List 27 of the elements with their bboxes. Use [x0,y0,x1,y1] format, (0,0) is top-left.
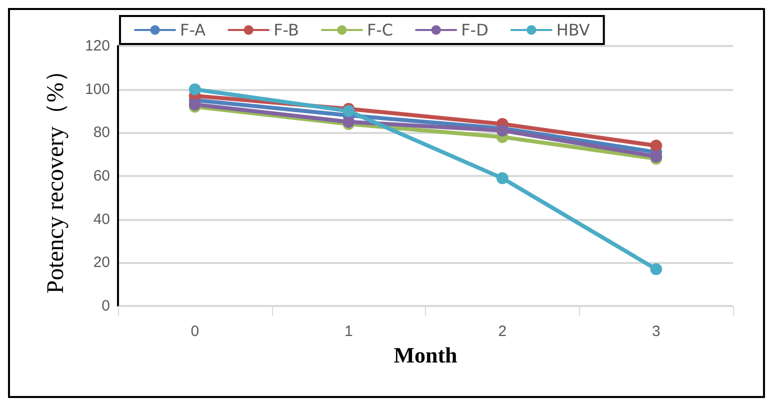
legend-label: HBV [556,20,590,40]
point [188,98,201,110]
y-tick-label: 40 [93,210,110,228]
point [650,140,662,152]
y-axis-title: Potency recovery（%） [43,58,69,294]
point [496,172,508,184]
legend-label: F-C [366,20,394,40]
point [650,263,662,276]
legend-label: F-B [274,20,299,40]
y-tick-label: 0 [102,298,110,314]
x-axis-title: Month [394,342,458,368]
point [650,150,662,162]
x-tick-label: 1 [344,323,353,340]
point [342,105,355,117]
x-tick-label: 0 [190,323,200,340]
y-tick-label: 60 [93,168,110,184]
x-tick-label: 2 [498,323,507,340]
legend-label: F-D [461,20,488,40]
y-tick-label: 100 [84,80,110,98]
legend-label: F-A [180,20,206,40]
y-tick-label: 80 [93,124,110,142]
point [342,116,355,128]
point [188,83,201,96]
y-tick-label: 120 [84,38,110,54]
point [496,124,508,136]
y-tick-label: 20 [93,254,110,272]
x-tick-label: 3 [652,323,660,340]
